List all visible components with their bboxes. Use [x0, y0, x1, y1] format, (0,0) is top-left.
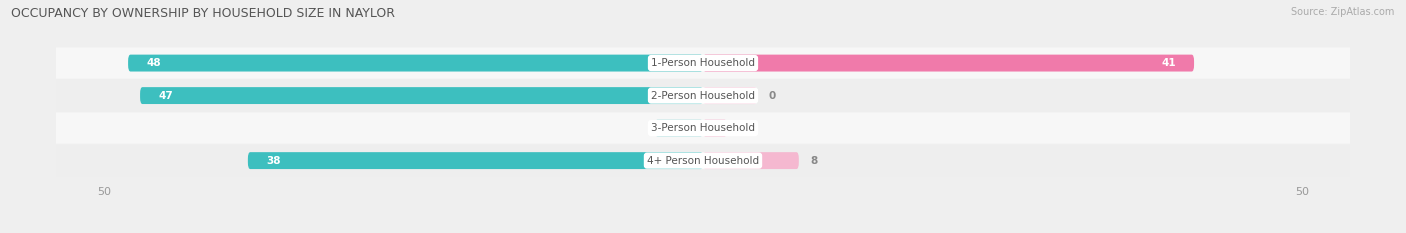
FancyBboxPatch shape [247, 152, 703, 169]
Text: 3-Person Household: 3-Person Household [651, 123, 755, 133]
Text: OCCUPANCY BY OWNERSHIP BY HOUSEHOLD SIZE IN NAYLOR: OCCUPANCY BY OWNERSHIP BY HOUSEHOLD SIZE… [11, 7, 395, 20]
FancyBboxPatch shape [14, 113, 1392, 144]
Text: Source: ZipAtlas.com: Source: ZipAtlas.com [1291, 7, 1395, 17]
FancyBboxPatch shape [703, 87, 756, 104]
FancyBboxPatch shape [655, 120, 703, 137]
FancyBboxPatch shape [703, 120, 727, 137]
Text: 38: 38 [266, 156, 280, 166]
FancyBboxPatch shape [14, 145, 1392, 176]
Text: 2: 2 [740, 123, 747, 133]
Text: 47: 47 [157, 91, 173, 101]
FancyBboxPatch shape [141, 87, 703, 104]
Text: 8: 8 [811, 156, 818, 166]
Text: 0: 0 [769, 91, 776, 101]
Text: 1-Person Household: 1-Person Household [651, 58, 755, 68]
Text: 48: 48 [146, 58, 160, 68]
FancyBboxPatch shape [703, 152, 799, 169]
FancyBboxPatch shape [14, 48, 1392, 79]
Text: 2-Person Household: 2-Person Household [651, 91, 755, 101]
FancyBboxPatch shape [703, 55, 1194, 72]
Text: 4: 4 [673, 123, 681, 133]
Text: 41: 41 [1161, 58, 1175, 68]
Text: 4+ Person Household: 4+ Person Household [647, 156, 759, 166]
FancyBboxPatch shape [128, 55, 703, 72]
FancyBboxPatch shape [14, 80, 1392, 111]
